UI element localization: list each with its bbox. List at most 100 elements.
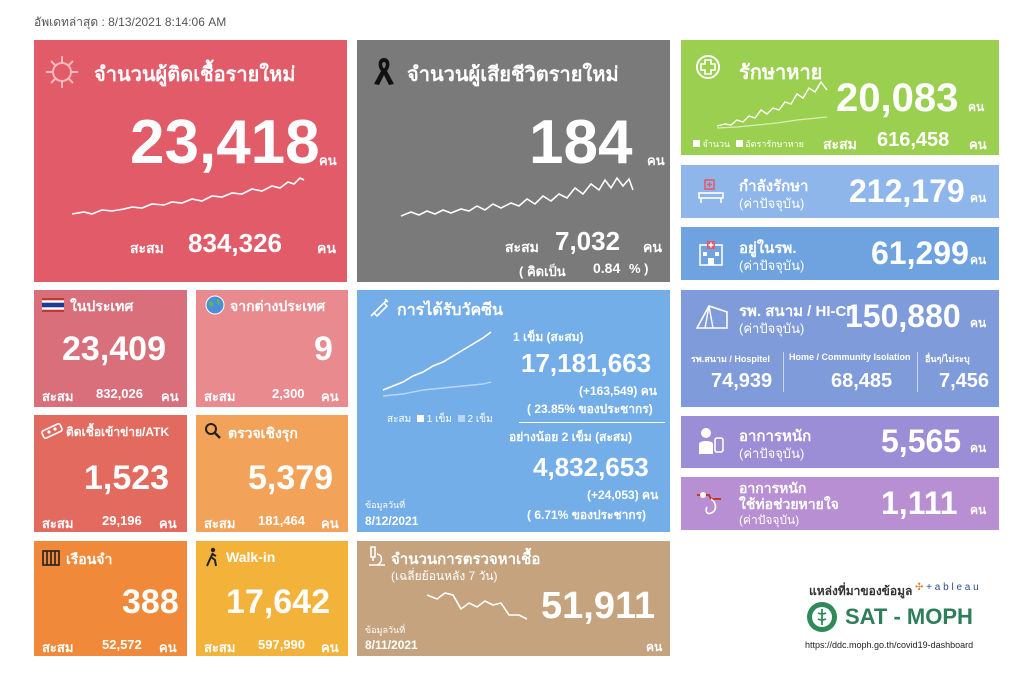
testing-date-label: ข้อมูลวันที่ [365,625,406,635]
deaths-unit: คน [647,153,665,168]
syringe-icon [370,298,389,318]
ventilator-value: 1,111 [881,485,958,521]
walking-icon [206,547,217,567]
vaccine-legend-d1: 1 เข็ม [426,414,452,425]
vaccine-legend-cum: สะสม [387,414,412,425]
last-updated: อัพเดทล่าสุด : 8/13/2021 8:14:06 AM [34,15,227,29]
domestic-tile[interactable]: ในประเทศ 23,409 สะสม 832,026 คน [34,290,187,407]
field-divider-1 [783,352,784,392]
domestic-cum-label: สะสม [42,389,74,404]
deaths-pct-open: ( คิดเป็น [519,264,566,279]
microscope-icon [369,546,385,566]
new-cases-title: จำนวนผู้ติดเชื้อรายใหม่ [94,64,296,86]
prison-cum-label: สะสม [42,640,74,655]
field-value: 150,880 [845,298,961,334]
deaths-cum-label: สะสม [505,239,539,255]
ventilator-title-line2: ใช้ท่อช่วยหายใจ [739,496,839,512]
abroad-tile[interactable]: จากต่างประเทศ 9 สะสม 2,300 คน [196,290,348,407]
legend-count-swatch [693,140,700,147]
ventilator-icon [697,492,721,515]
proactive-cum-label: สะสม [204,516,236,531]
hospital-tile[interactable]: อยู่ในรพ. (ค่าปัจจุบัน) 61,299 คน [681,227,999,280]
recovered-title: รักษาหาย [739,62,823,84]
abroad-title: จากต่างประเทศ [230,298,326,314]
deaths-title: จำนวนผู้เสียชีวิตรายใหม่ [407,64,619,86]
deaths-cum-unit: คน [643,239,662,255]
moph-seal-icon [807,602,837,632]
testing-title: จำนวนการตรวจหาเชื้อ [391,551,541,568]
globe-icon [205,295,225,315]
field-title: รพ. สนาม / HI-CI [739,303,851,320]
hospital-sub: (ค่าปัจจุบัน) [739,258,805,273]
tableau-mark-icon: ✣ [915,582,924,593]
prison-icon [42,550,60,566]
vaccine-tile[interactable]: การได้รับวัคซีน สะสม 1 เข็ม 2 เข็ม 1 เข็… [357,290,670,532]
vaccine-dose2-pct: ( 6.71% ของประชากร) [527,508,647,522]
atk-cum-value: 29,196 [102,513,142,528]
proactive-cum-value: 181,464 [258,513,305,528]
severe-title: อาการหนัก [739,428,812,445]
testing-tile[interactable]: จำนวนการตรวจหาเชื้อ (เฉลี่ยย้อนหลัง 7 วั… [357,541,670,656]
source-org: SAT - MOPH [845,604,973,629]
severe-tile[interactable]: อาการหนัก (ค่าปัจจุบัน) 5,565 คน [681,416,999,468]
field-hospital-tile[interactable]: รพ. สนาม / HI-CI (ค่าปัจจุบัน) 150,880 ค… [681,290,999,407]
ventilator-tile[interactable]: อาการหนัก ใช้ท่อช่วยหายใจ (ค่าปัจจุบัน) … [681,477,999,530]
field-unit: คน [970,316,987,330]
treating-title: กำลังรักษา [739,178,809,195]
recovered-unit: คน [968,100,985,114]
prison-tile[interactable]: เรือนจำ 388 สะสม 52,572 คน [34,541,187,656]
prison-title: เรือนจำ [66,551,113,567]
field-col3-value: 7,456 [939,370,990,392]
vaccine-legend-d2: 2 เข็ม [467,414,493,425]
deaths-tile[interactable]: จำนวนผู้เสียชีวิตรายใหม่ 184 คน สะสม 7,0… [357,40,670,282]
abroad-cum-value: 2,300 [272,386,305,401]
walkin-tile[interactable]: Walk-in 17,642 สะสม 597,990 คน [196,541,348,656]
vaccine-date: 8/12/2021 [365,514,419,528]
abroad-cum-label: สะสม [204,389,236,404]
source-label: แหล่งที่มาของข้อมูล [809,584,913,598]
ventilator-title-line1: อาการหนัก [739,480,807,496]
atk-cum-unit: คน [159,516,177,531]
deaths-pct-value: 0.84 [593,260,621,276]
recovered-tile[interactable]: รักษาหาย 20,083 คน จำนวน อัตรารักษาหาย ส… [681,40,999,155]
atk-tile[interactable]: ติดเชื้อเข้าข่าย/ATK 1,523 สะสม 29,196 ค… [34,415,187,532]
recovered-value: 20,083 [836,76,959,120]
proactive-cum-unit: คน [321,516,339,531]
deaths-pct-close: % ) [629,261,649,276]
new-cases-cum-unit: คน [317,240,336,256]
new-cases-cum-value: 834,326 [188,228,282,258]
walkin-value: 17,642 [226,583,330,621]
proactive-title: ตรวจเชิงรุก [228,425,298,441]
vaccine-divider [519,422,665,423]
vaccine-dose2-delta: (+24,053) คน [587,488,659,502]
abroad-value: 9 [314,330,333,368]
vaccine-dose2-label: อย่างน้อย 2 เข็ม (สะสม) [509,430,633,444]
proactive-tile[interactable]: ตรวจเชิงรุก 5,379 สะสม 181,464 คน [196,415,348,532]
vaccine-legend: สะสม 1 เข็ม 2 เข็ม [387,412,493,427]
test-kit-icon [41,423,63,439]
vaccine-title: การได้รับวัคซีน [397,302,503,319]
thai-flag-icon [42,298,64,312]
vaccine-legend-d1-swatch [416,415,424,422]
vaccine-dose2-value: 4,832,653 [533,452,649,482]
vaccine-dose1-delta: (+163,549) คน [579,384,657,398]
recovered-cum-value: 616,458 [877,129,950,151]
vaccine-dose1-label: 1 เข็ม (สะสม) [513,330,584,344]
source-url[interactable]: https://ddc.moph.go.th/covid19-dashboard [805,640,974,650]
recovered-legend: จำนวน อัตรารักษาหาย [693,137,804,151]
treating-unit: คน [970,191,987,205]
new-cases-trend-line [71,177,305,215]
testing-unit: คน [646,640,663,654]
walkin-title: Walk-in [226,549,276,565]
legend-rate-swatch [735,140,743,147]
testing-value: 51,911 [541,585,656,627]
atk-title: ติดเชื้อเข้าข่าย/ATK [66,425,170,439]
deaths-cum-value: 7,032 [555,226,621,256]
domestic-cum-unit: คน [161,389,179,404]
prison-value: 388 [122,583,179,621]
new-cases-tile[interactable]: จำนวนผู้ติดเชื้อรายใหม่ 23,418 คน สะสม 8… [34,40,347,282]
treating-value: 212,179 [849,173,965,209]
tableau-text: + a b l e a u [926,582,979,593]
prison-cum-unit: คน [159,640,177,655]
treating-tile[interactable]: กำลังรักษา (ค่าปัจจุบัน) 212,179 คน [681,165,999,218]
